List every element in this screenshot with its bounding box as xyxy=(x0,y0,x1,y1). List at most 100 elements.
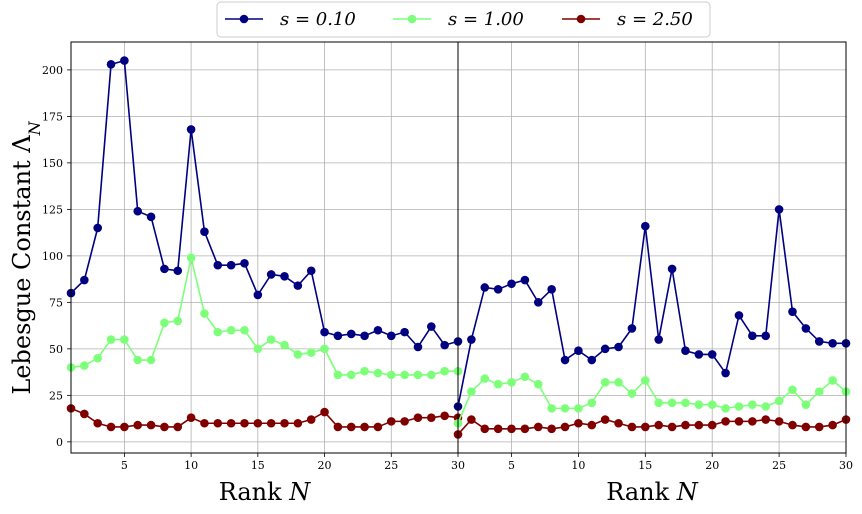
x-ticks: 5 10 15 20 25 30 xyxy=(121,453,465,472)
x-tick-label: 30 xyxy=(839,459,853,472)
data-point xyxy=(560,404,570,413)
x-tick-label: 25 xyxy=(772,459,786,472)
data-point xyxy=(761,331,771,341)
data-point xyxy=(788,385,797,395)
data-point xyxy=(801,324,811,333)
data-point xyxy=(774,417,784,426)
data-point xyxy=(748,331,757,341)
data-point xyxy=(133,355,143,365)
series-2 xyxy=(453,372,851,428)
x-tick-label: 20 xyxy=(318,459,332,472)
data-point xyxy=(520,372,530,382)
grid xyxy=(71,42,459,453)
y-tick-label: 100 xyxy=(42,250,63,263)
data-point xyxy=(467,387,476,396)
data-point xyxy=(681,346,690,356)
data-point xyxy=(173,422,183,432)
data-point xyxy=(467,415,476,424)
data-point xyxy=(386,331,396,341)
series-line xyxy=(457,209,846,407)
y-tick-label: 75 xyxy=(49,296,63,309)
x-tick-label: 15 xyxy=(251,459,265,472)
data-point xyxy=(600,344,610,354)
data-point xyxy=(160,318,169,328)
x-tick-label: 30 xyxy=(451,459,465,472)
data-point xyxy=(427,322,436,331)
data-point xyxy=(467,335,476,344)
y-tick-label: 175 xyxy=(42,110,63,123)
data-point xyxy=(266,418,276,428)
data-point xyxy=(707,400,717,409)
data-point xyxy=(306,415,316,424)
data-point xyxy=(266,335,276,344)
data-point xyxy=(507,424,516,434)
data-point xyxy=(93,353,102,363)
data-point xyxy=(654,420,663,430)
y-tick-label: 150 xyxy=(42,157,63,170)
data-point xyxy=(547,404,556,413)
data-point xyxy=(373,325,383,335)
data-point xyxy=(627,324,637,333)
data-point xyxy=(814,387,824,396)
data-point xyxy=(493,379,503,389)
data-point xyxy=(333,370,343,380)
y-tick-label: 0 xyxy=(56,436,63,449)
data-point xyxy=(600,378,610,387)
y-tick-label: 200 xyxy=(42,64,63,77)
x-ticks: 5 10 15 20 25 30 xyxy=(508,453,853,472)
data-point xyxy=(280,340,289,350)
data-point xyxy=(280,418,289,428)
data-point xyxy=(654,398,663,408)
data-point xyxy=(788,307,797,316)
data-point xyxy=(574,346,583,356)
data-point xyxy=(253,290,263,300)
data-point xyxy=(480,424,490,434)
data-point xyxy=(734,402,744,411)
data-point xyxy=(600,415,610,424)
data-point xyxy=(173,316,183,326)
data-point xyxy=(226,418,236,428)
y-axis-label: Lebesgue Constant ΛN xyxy=(8,120,44,394)
legend-box xyxy=(216,1,711,38)
data-point xyxy=(213,418,223,428)
data-point xyxy=(240,325,249,335)
data-point xyxy=(293,350,303,359)
data-point xyxy=(748,417,757,426)
series-line xyxy=(457,375,847,424)
data-point xyxy=(493,285,503,294)
legend-marker xyxy=(576,14,586,24)
data-point xyxy=(574,404,583,413)
data-point xyxy=(828,376,837,385)
data-point xyxy=(734,417,744,426)
data-point xyxy=(386,417,396,426)
panel-2: 5 10 15 20 25 30 Rank N xyxy=(453,41,853,506)
data-point xyxy=(160,422,169,432)
data-point xyxy=(493,424,503,434)
data-point xyxy=(667,422,677,432)
data-point xyxy=(333,422,343,432)
data-point xyxy=(694,350,704,359)
data-point xyxy=(133,206,143,216)
data-point xyxy=(80,409,89,419)
x-tick-label: 10 xyxy=(184,459,198,472)
data-point xyxy=(681,420,690,430)
data-point xyxy=(226,260,236,270)
legend-label: s = 0.10 xyxy=(280,9,356,30)
legend-entry: s = 2.50 xyxy=(562,9,693,30)
panel-1: 5 10 15 20 25 30 0 25 50 75 100 125 150 175 200 Rank N xyxy=(42,41,465,506)
data-point xyxy=(427,413,436,422)
data-point xyxy=(293,281,303,290)
data-point xyxy=(627,422,637,432)
data-point xyxy=(427,370,436,380)
data-point xyxy=(360,366,369,376)
data-point xyxy=(547,424,556,434)
data-point xyxy=(814,337,824,346)
data-point xyxy=(306,266,316,276)
y-tick-label: 50 xyxy=(49,343,63,356)
data-point xyxy=(440,340,449,350)
data-point xyxy=(386,370,396,380)
data-point xyxy=(774,396,784,406)
data-point xyxy=(106,422,116,432)
legend-label: s = 2.50 xyxy=(617,9,693,30)
